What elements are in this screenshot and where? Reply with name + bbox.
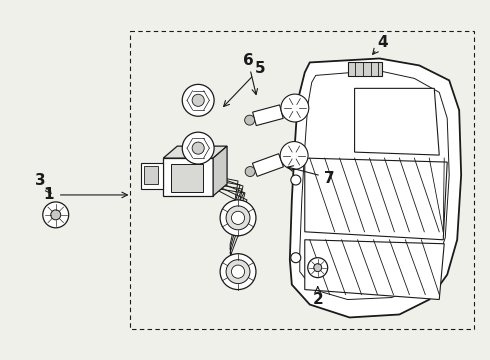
- Bar: [145, 166, 158, 184]
- Polygon shape: [252, 154, 283, 176]
- Circle shape: [220, 254, 256, 289]
- Text: 1: 1: [44, 188, 54, 202]
- Circle shape: [231, 265, 245, 278]
- Text: 5: 5: [255, 61, 265, 76]
- Bar: [142, 163, 163, 189]
- Circle shape: [220, 200, 256, 236]
- Text: 3: 3: [35, 172, 46, 188]
- Circle shape: [291, 175, 301, 185]
- Polygon shape: [305, 158, 447, 240]
- Polygon shape: [253, 105, 283, 126]
- Text: 4: 4: [377, 35, 388, 50]
- Text: 7: 7: [324, 171, 335, 185]
- Circle shape: [182, 132, 214, 164]
- Polygon shape: [355, 88, 439, 155]
- Circle shape: [231, 211, 245, 224]
- Polygon shape: [163, 146, 227, 158]
- Text: 2: 2: [312, 292, 323, 307]
- Circle shape: [43, 202, 69, 228]
- Circle shape: [245, 115, 255, 125]
- Circle shape: [226, 206, 250, 230]
- Polygon shape: [290, 58, 461, 318]
- Polygon shape: [305, 240, 444, 300]
- Circle shape: [280, 141, 308, 170]
- Circle shape: [314, 264, 322, 272]
- Circle shape: [182, 84, 214, 116]
- Circle shape: [51, 210, 61, 220]
- Bar: [163, 158, 213, 196]
- Circle shape: [192, 142, 204, 154]
- Bar: [172, 164, 203, 192]
- Circle shape: [192, 94, 204, 106]
- Circle shape: [308, 258, 328, 278]
- Text: 6: 6: [243, 53, 253, 68]
- Circle shape: [291, 253, 301, 263]
- Circle shape: [226, 260, 250, 284]
- Circle shape: [245, 167, 255, 176]
- Circle shape: [281, 94, 309, 122]
- Polygon shape: [213, 146, 227, 196]
- Bar: [347, 62, 383, 76]
